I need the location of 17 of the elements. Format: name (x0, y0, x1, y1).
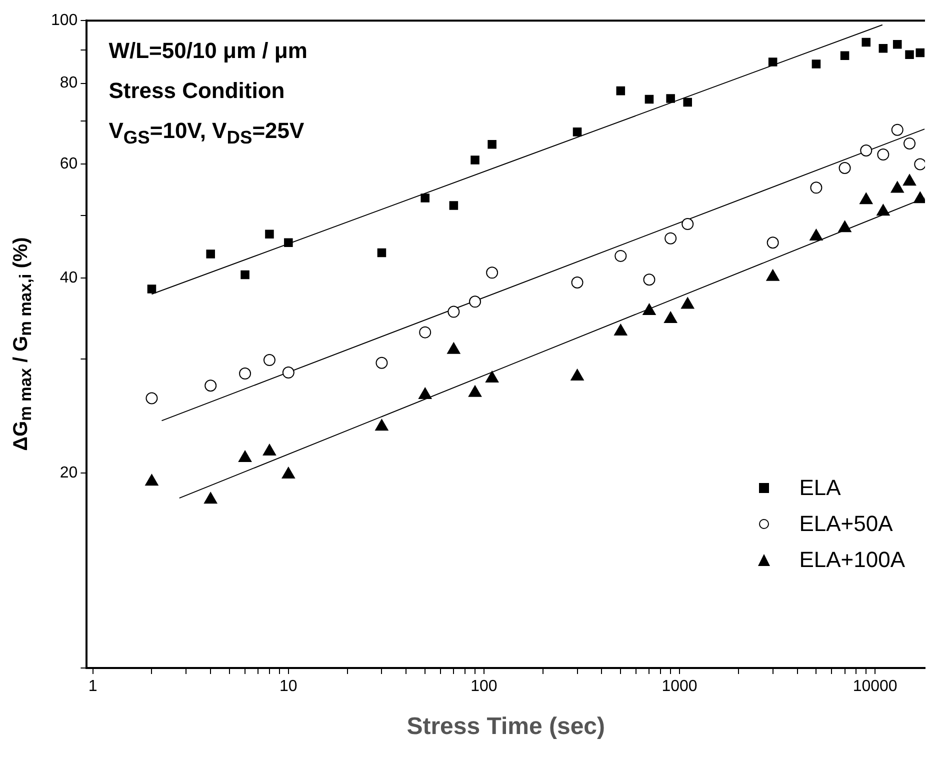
x-tick-label: 10000 (852, 678, 898, 696)
x-tick-label: 1 (88, 678, 98, 696)
annotation: W/L=50/10 μm / μm (108, 36, 308, 65)
y-tick-label: 40 (60, 270, 78, 287)
x-tick-label: 1000 (662, 678, 698, 696)
x-tick-label: 100 (470, 678, 498, 696)
y-tick-label: 100 (50, 12, 78, 30)
y-tick-label: 60 (60, 156, 78, 173)
annotation: Stress Condition (108, 76, 286, 105)
annotation: V$_{GS}$=10V, V$_{DS}$=25V (108, 116, 306, 149)
legend-label: ELA+100A (799, 546, 905, 574)
y-tick-label: 20 (60, 464, 78, 482)
y-tick-label: 80 (60, 74, 78, 92)
x-tick-label: 10 (280, 678, 298, 696)
legend-label: ELA (799, 474, 841, 502)
x-axis-title: Stress Time (sec) (406, 713, 606, 740)
legend-label: ELA+50A (799, 510, 893, 538)
